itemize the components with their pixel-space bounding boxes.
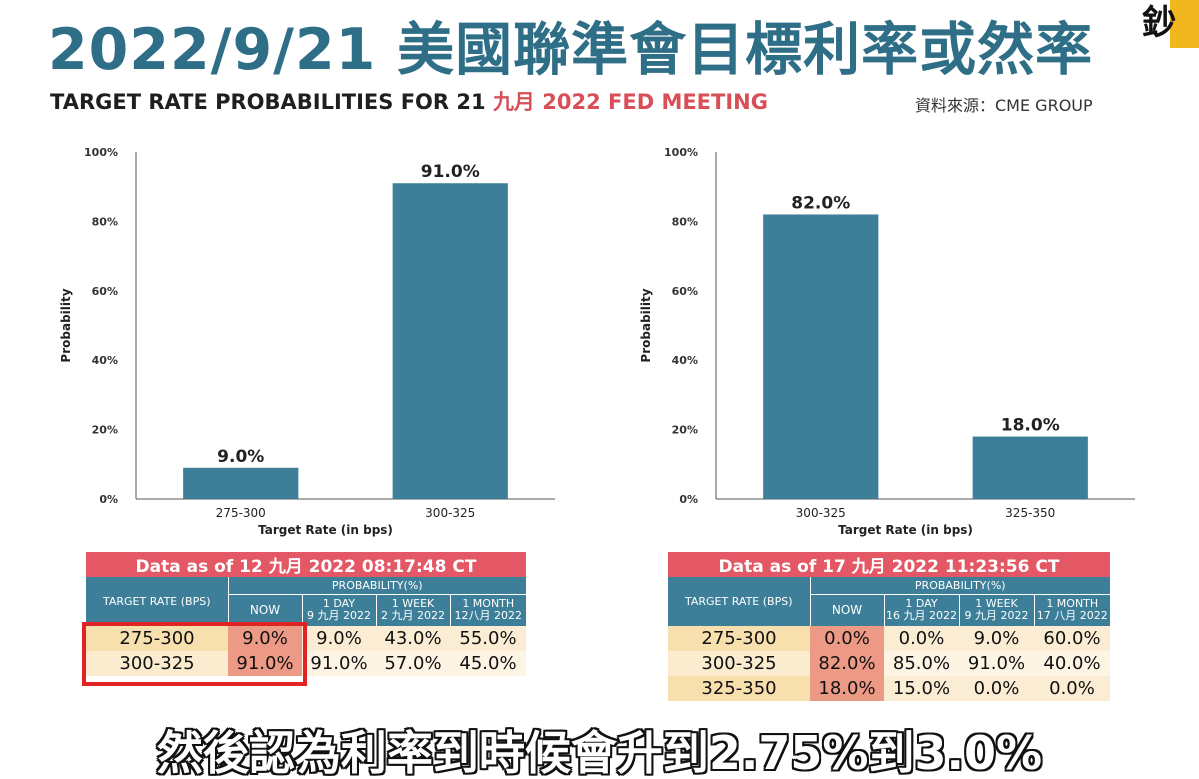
y-tick-label: 20% xyxy=(672,424,698,437)
month-cell: 0.0% xyxy=(1034,676,1110,701)
week-cell: 91.0% xyxy=(959,651,1034,676)
col-1week-header: 1 WEEK 9 九月 2022 xyxy=(958,594,1034,626)
x-tick-label: 300-325 xyxy=(796,506,846,520)
month-cell: 60.0% xyxy=(1034,626,1110,651)
target-rate-header: TARGET RATE (BPS) xyxy=(668,577,811,626)
source-label: 資料來源：CME GROUP xyxy=(915,96,1093,115)
table-row: 275-300 0.0% 0.0% 9.0% 60.0% xyxy=(668,626,1110,651)
subtitle-highlight: 九月 2022 FED MEETING xyxy=(492,90,768,114)
rate-cell: 300-325 xyxy=(86,651,228,676)
target-rate-header: TARGET RATE (BPS) xyxy=(86,577,229,626)
day-cell: 9.0% xyxy=(302,626,376,651)
week-cell: 43.0% xyxy=(376,626,450,651)
bar-chart-left: 0% 20% 40% 60% 80% 100% Probability 9.0% 275-300… xyxy=(59,146,555,537)
table-row: 325-350 18.0% 15.0% 0.0% 0.0% xyxy=(668,676,1110,701)
x-tick-label: 325-350 xyxy=(1005,506,1055,520)
probability-header: PROBABILITY(%) xyxy=(228,577,526,595)
bar xyxy=(392,183,508,500)
bar xyxy=(972,436,1088,499)
data-as-of-label: Data as of 12 九月 2022 08:17:48 CT xyxy=(86,552,526,577)
bar xyxy=(763,214,879,499)
bar-data-label: 91.0% xyxy=(421,162,480,182)
y-tick-label: 20% xyxy=(92,424,118,437)
bar-data-label: 18.0% xyxy=(1001,416,1060,436)
data-as-of-label: Data as of 17 九月 2022 11:23:56 CT xyxy=(668,552,1110,577)
chart-right: 0% 20% 40% 60% 80% 100% Probability 82.0% 300-32… xyxy=(630,140,1170,540)
table-row: 275-300 9.0% 9.0% 43.0% 55.0% xyxy=(86,626,526,651)
now-cell: 9.0% xyxy=(228,626,302,651)
x-axis-label: Target Rate (in bps) xyxy=(838,523,973,537)
probability-table-right: Data as of 17 九月 2022 11:23:56 CT TARGET… xyxy=(668,552,1110,701)
now-cell: 18.0% xyxy=(810,676,884,701)
y-tick-label: 60% xyxy=(92,285,118,298)
y-tick-label: 0% xyxy=(99,493,118,506)
subtitle-main: TARGET RATE PROBABILITIES FOR 21 xyxy=(50,90,493,114)
y-tick-label: 60% xyxy=(672,285,698,298)
day-cell: 85.0% xyxy=(884,651,959,676)
month-cell: 40.0% xyxy=(1034,651,1110,676)
day-cell: 91.0% xyxy=(302,651,376,676)
month-cell: 45.0% xyxy=(450,651,526,676)
table-row: 300-325 91.0% 91.0% 57.0% 45.0% xyxy=(86,651,526,676)
week-cell: 0.0% xyxy=(959,676,1034,701)
y-axis-label: Probability xyxy=(639,288,653,362)
col-1week-header: 1 WEEK 2 九月 2022 xyxy=(375,594,450,626)
chart-left: 0% 20% 40% 60% 80% 100% Probability 9.0% 275-300… xyxy=(50,140,590,540)
col-1day-header: 1 DAY 16 九月 2022 xyxy=(883,594,959,626)
col-now-header: NOW xyxy=(227,594,302,626)
probability-header: PROBABILITY(%) xyxy=(810,577,1110,595)
col-now-header: NOW xyxy=(809,594,884,626)
subtitle: TARGET RATE PROBABILITIES FOR 21 九月 2022… xyxy=(50,86,768,116)
col-1month-header: 1 MONTH 17 八月 2022 xyxy=(1033,594,1110,626)
x-axis-label: Target Rate (in bps) xyxy=(258,523,393,537)
col-1day-header: 1 DAY 9 九月 2022 xyxy=(301,594,376,626)
rate-cell: 325-350 xyxy=(668,676,810,701)
rate-cell: 300-325 xyxy=(668,651,810,676)
y-axis-label: Probability xyxy=(59,288,73,362)
x-tick-label: 300-325 xyxy=(425,506,475,520)
channel-logo: 鈔 xyxy=(1140,0,1199,48)
day-cell: 15.0% xyxy=(884,676,959,701)
rate-cell: 275-300 xyxy=(668,626,810,651)
y-tick-label: 40% xyxy=(672,354,698,367)
now-cell: 0.0% xyxy=(810,626,884,651)
table-row: 300-325 82.0% 85.0% 91.0% 40.0% xyxy=(668,651,1110,676)
bar-data-label: 82.0% xyxy=(791,193,850,213)
video-subtitle: 然後認為利率到時候會升到2.75%到3.0% xyxy=(156,726,1043,779)
highlight-box xyxy=(82,622,307,686)
logo-glyph: 鈔 xyxy=(1142,3,1176,43)
now-cell: 82.0% xyxy=(810,651,884,676)
y-tick-label: 100% xyxy=(664,146,698,159)
y-tick-label: 80% xyxy=(672,215,698,228)
week-cell: 57.0% xyxy=(376,651,450,676)
y-tick-label: 40% xyxy=(92,354,118,367)
col-1month-header: 1 MONTH 12八月 2022 xyxy=(449,594,526,626)
x-tick-label: 275-300 xyxy=(216,506,266,520)
y-tick-label: 80% xyxy=(92,215,118,228)
probability-table-left: Data as of 12 九月 2022 08:17:48 CT TARGET… xyxy=(86,552,526,676)
y-tick-label: 100% xyxy=(84,146,118,159)
bar-data-label: 9.0% xyxy=(217,447,264,467)
page-title: 2022/9/21 美國聯準會目標利率或然率 xyxy=(48,17,1094,83)
rate-cell: 275-300 xyxy=(86,626,228,651)
bar-chart-right: 0% 20% 40% 60% 80% 100% Probability 82.0% 300-32… xyxy=(639,146,1135,537)
y-tick-label: 0% xyxy=(679,493,698,506)
month-cell: 55.0% xyxy=(450,626,526,651)
day-cell: 0.0% xyxy=(884,626,959,651)
week-cell: 9.0% xyxy=(959,626,1034,651)
now-cell: 91.0% xyxy=(228,651,302,676)
bar xyxy=(183,467,299,499)
